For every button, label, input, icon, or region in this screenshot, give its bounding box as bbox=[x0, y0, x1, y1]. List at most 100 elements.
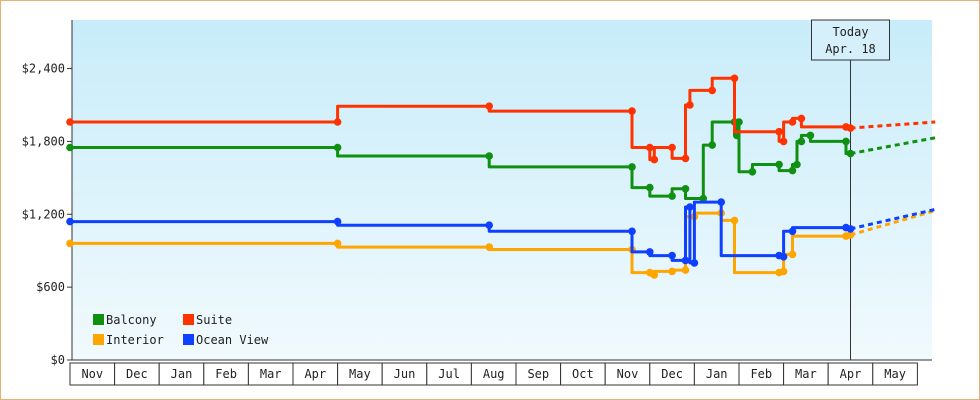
data-point bbox=[681, 256, 690, 265]
data-point bbox=[485, 102, 494, 110]
legend-label: Suite bbox=[196, 313, 232, 327]
today-label: Today bbox=[832, 25, 868, 39]
x-tick-label: Nov bbox=[81, 367, 103, 381]
data-point bbox=[681, 266, 690, 274]
data-point bbox=[797, 114, 806, 123]
data-point bbox=[775, 160, 783, 169]
data-point bbox=[708, 86, 716, 95]
data-point bbox=[650, 155, 659, 164]
today-label-box bbox=[811, 19, 890, 61]
x-tick-label: Jan bbox=[706, 367, 728, 381]
x-tick-label: Feb bbox=[215, 367, 237, 381]
legend: Balcony Suite Interior Ocean View bbox=[93, 313, 269, 347]
legend-swatch bbox=[93, 334, 104, 345]
x-tick-label: Nov bbox=[617, 367, 639, 381]
today-marker: Today Apr. 18 bbox=[811, 19, 890, 360]
data-point bbox=[788, 227, 797, 236]
data-point bbox=[779, 267, 788, 276]
data-point bbox=[733, 131, 741, 140]
data-point bbox=[735, 118, 743, 126]
data-point bbox=[646, 183, 654, 192]
legend-swatch bbox=[183, 314, 194, 325]
data-point bbox=[646, 248, 654, 256]
y-tick-label: $1,200 bbox=[22, 207, 65, 221]
x-tick-label: Sep bbox=[527, 367, 549, 381]
data-point bbox=[846, 149, 855, 158]
data-point bbox=[699, 194, 708, 203]
data-point bbox=[668, 192, 676, 200]
data-point bbox=[668, 143, 676, 152]
data-point bbox=[333, 217, 342, 226]
data-point bbox=[66, 143, 74, 152]
data-point bbox=[690, 259, 699, 267]
data-point bbox=[333, 239, 342, 248]
data-point bbox=[788, 118, 797, 126]
legend-label: Ocean View bbox=[196, 333, 269, 347]
x-tick-label: Apr bbox=[304, 367, 326, 381]
data-point bbox=[686, 101, 694, 109]
x-tick-label: Dec bbox=[126, 367, 148, 381]
plot-area bbox=[72, 20, 932, 360]
legend-swatch bbox=[183, 334, 194, 345]
data-point bbox=[646, 143, 654, 152]
data-point bbox=[788, 250, 797, 259]
x-tick-label: Jul bbox=[438, 367, 460, 381]
data-point bbox=[717, 198, 725, 206]
data-point bbox=[628, 227, 636, 236]
y-tick-label: $1,800 bbox=[22, 134, 65, 148]
y-tick-label: $600 bbox=[36, 280, 65, 294]
data-point bbox=[730, 74, 739, 83]
legend-label: Balcony bbox=[106, 313, 157, 327]
x-tick-box bbox=[872, 362, 918, 386]
series-lines bbox=[66, 74, 936, 279]
data-point bbox=[668, 267, 676, 276]
data-point bbox=[806, 131, 815, 140]
legend-label: Interior bbox=[106, 333, 164, 347]
data-point bbox=[775, 127, 783, 136]
data-point bbox=[485, 152, 494, 160]
data-point bbox=[681, 154, 690, 163]
data-point bbox=[730, 216, 739, 225]
data-point bbox=[628, 107, 636, 115]
today-date: Apr. 18 bbox=[825, 42, 876, 56]
data-point bbox=[686, 203, 694, 211]
y-axis: $0 $600 $1,200 $1,800 $2,400 bbox=[22, 20, 932, 367]
data-point bbox=[66, 118, 74, 126]
x-axis: Nov Dec Jan Feb Mar Apr May Jun Jul Aug Sep Oct Nov D… bbox=[69, 362, 918, 386]
data-point bbox=[681, 185, 690, 193]
data-point bbox=[485, 243, 494, 251]
x-tick-label: Oct bbox=[572, 367, 594, 381]
x-tick-label: May bbox=[349, 367, 371, 381]
data-point bbox=[793, 160, 801, 169]
forecast-line bbox=[850, 209, 936, 237]
data-point bbox=[779, 252, 788, 261]
x-tick-label: Mar bbox=[260, 367, 282, 381]
data-point bbox=[797, 137, 806, 146]
x-tick-label: Mar bbox=[795, 367, 817, 381]
data-point bbox=[333, 118, 342, 126]
x-tick-label: Apr bbox=[840, 367, 862, 381]
data-point bbox=[66, 217, 74, 226]
series-balcony bbox=[66, 118, 936, 203]
x-tick-label: Aug bbox=[483, 367, 505, 381]
x-tick-label: May bbox=[884, 367, 906, 381]
forecast-line bbox=[850, 207, 936, 231]
series-ocean-view bbox=[66, 198, 936, 267]
data-point bbox=[788, 166, 797, 175]
y-tick-label: $0 bbox=[51, 353, 65, 367]
x-tick-label: Jun bbox=[394, 367, 416, 381]
x-tick-label: Dec bbox=[661, 367, 683, 381]
x-tick-label: Jan bbox=[171, 367, 193, 381]
data-point bbox=[66, 239, 74, 248]
data-point bbox=[846, 225, 855, 233]
data-point bbox=[668, 251, 676, 260]
data-point bbox=[333, 143, 342, 152]
y-tick-label: $2,400 bbox=[22, 62, 65, 76]
data-point bbox=[628, 163, 636, 171]
x-tick-label: Feb bbox=[750, 367, 772, 381]
data-point bbox=[846, 124, 855, 132]
series-line bbox=[70, 200, 851, 265]
data-point bbox=[708, 141, 716, 149]
data-point bbox=[485, 221, 494, 229]
